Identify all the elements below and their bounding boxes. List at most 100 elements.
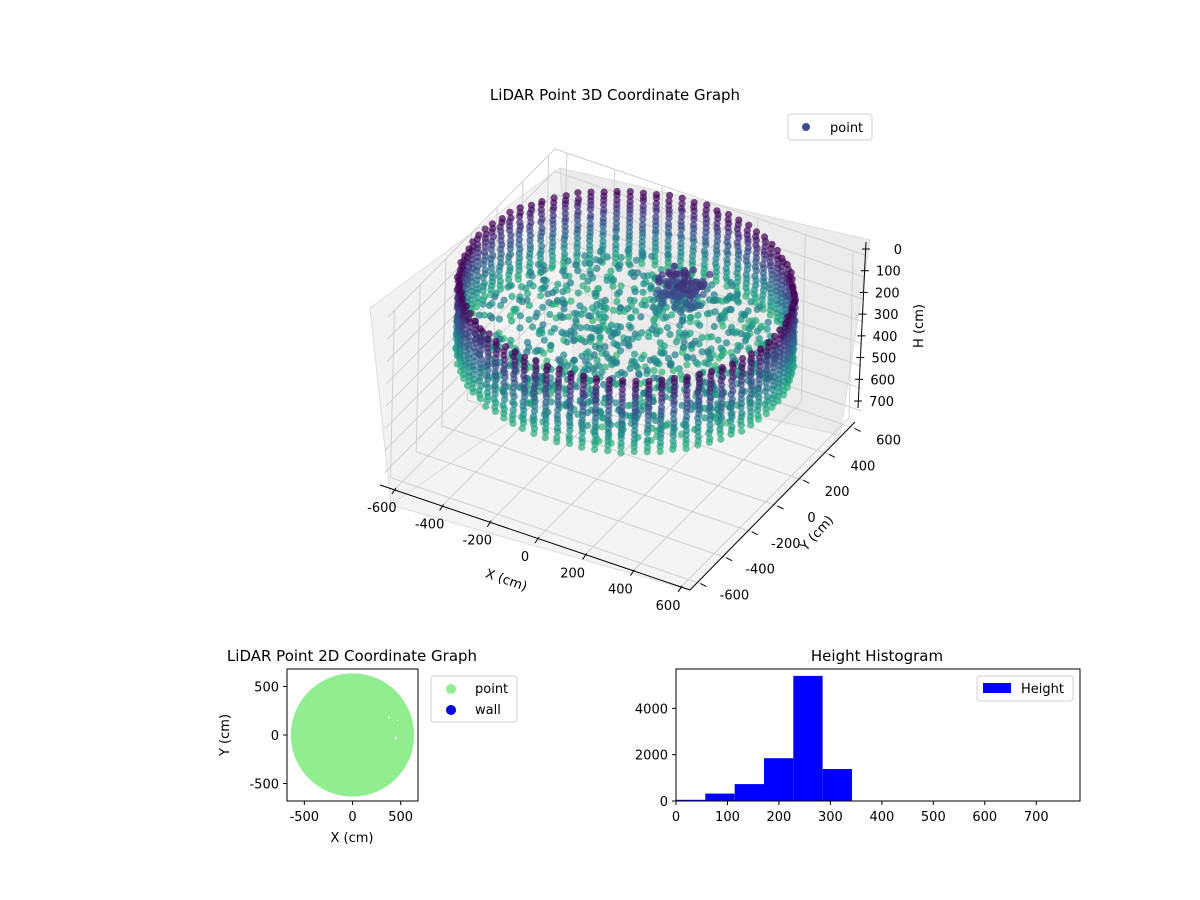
point-3d bbox=[600, 188, 608, 196]
point-3d bbox=[666, 360, 674, 368]
point-3d bbox=[626, 364, 634, 373]
grid-line-back-x bbox=[705, 201, 711, 370]
point-3d bbox=[678, 194, 686, 202]
point-3d bbox=[532, 357, 540, 365]
point-3d bbox=[550, 194, 558, 202]
point-3d bbox=[769, 399, 778, 407]
point-3d bbox=[632, 377, 640, 385]
y-tick-label-hist: 4000 bbox=[635, 702, 668, 717]
point-3d bbox=[652, 204, 660, 212]
histogram-bar bbox=[734, 784, 764, 801]
point-3d bbox=[616, 347, 625, 355]
point-3d bbox=[733, 269, 741, 277]
point-3d bbox=[662, 313, 670, 321]
z-tick-label: 100 bbox=[876, 265, 901, 280]
point-3d bbox=[474, 272, 482, 280]
point-3d bbox=[566, 426, 574, 434]
x-tick-label-hist: 200 bbox=[767, 810, 792, 825]
point-3d bbox=[764, 361, 772, 369]
point-3d bbox=[612, 254, 620, 262]
point-3d bbox=[496, 277, 504, 285]
point-3d bbox=[781, 378, 789, 386]
point-3d bbox=[567, 297, 575, 305]
point-3d bbox=[741, 311, 749, 319]
point-3d bbox=[624, 402, 632, 410]
point-3d bbox=[723, 247, 731, 255]
point-3d bbox=[739, 369, 747, 377]
point-3d bbox=[699, 291, 707, 299]
point-3d bbox=[457, 258, 465, 267]
x-tick bbox=[486, 520, 492, 527]
point-3d bbox=[566, 279, 575, 287]
point-3d bbox=[526, 245, 535, 253]
point-3d bbox=[540, 336, 549, 344]
point-3d bbox=[639, 252, 647, 260]
point-3d bbox=[723, 256, 731, 264]
point-3d bbox=[683, 400, 691, 408]
point-3d bbox=[688, 257, 697, 265]
point-3d bbox=[706, 435, 714, 443]
y-tick bbox=[828, 453, 836, 458]
point-3d bbox=[599, 215, 608, 223]
histogram-bar bbox=[705, 793, 735, 801]
point-3d bbox=[776, 352, 784, 361]
point-3d bbox=[547, 398, 555, 406]
point-3d bbox=[549, 225, 557, 233]
point-3d bbox=[605, 380, 613, 388]
x-tick-label: 600 bbox=[656, 599, 681, 614]
point-3d bbox=[560, 305, 568, 313]
point-3d bbox=[545, 299, 553, 307]
point-3d bbox=[537, 236, 545, 245]
point-3d bbox=[738, 386, 746, 395]
point-3d bbox=[484, 335, 492, 343]
point-3d bbox=[578, 422, 586, 430]
point-3d bbox=[483, 344, 491, 352]
y-tick-label: -600 bbox=[720, 589, 750, 604]
point-3d bbox=[524, 290, 532, 298]
point-3d bbox=[579, 407, 587, 415]
legend-hist-swatch bbox=[983, 683, 1011, 693]
y-tick-label-2d: -500 bbox=[249, 778, 279, 793]
point-3d bbox=[604, 441, 612, 449]
point-3d bbox=[563, 338, 571, 346]
point-3d bbox=[520, 380, 528, 388]
point-3d bbox=[574, 289, 582, 297]
point-3d bbox=[553, 434, 561, 442]
point-3d bbox=[589, 365, 597, 373]
point-3d bbox=[617, 449, 625, 457]
point-3d bbox=[789, 283, 797, 291]
point-3d bbox=[743, 227, 751, 235]
point-3d bbox=[710, 291, 718, 299]
point-3d bbox=[554, 397, 562, 405]
point-3d bbox=[510, 305, 518, 314]
point-3d bbox=[500, 409, 508, 417]
point-3d bbox=[763, 384, 771, 392]
point-3d bbox=[631, 404, 639, 412]
point-3d bbox=[665, 270, 674, 278]
point-3d bbox=[526, 279, 534, 288]
point-3d bbox=[564, 257, 572, 265]
point-3d bbox=[516, 324, 524, 332]
point-3d bbox=[592, 375, 600, 383]
point-3d bbox=[489, 233, 497, 241]
point-3d bbox=[670, 378, 679, 386]
point-3d bbox=[491, 293, 499, 301]
point-3d bbox=[665, 214, 673, 222]
point-3d bbox=[675, 365, 683, 373]
point-3d bbox=[599, 318, 607, 326]
point-3d bbox=[747, 298, 755, 306]
point-3d bbox=[683, 413, 691, 421]
point-3d bbox=[465, 245, 473, 253]
point-3d bbox=[683, 386, 691, 394]
point-3d bbox=[657, 404, 666, 412]
point-3d bbox=[476, 351, 484, 359]
point-3d bbox=[763, 325, 771, 333]
point-3d bbox=[593, 327, 601, 335]
x-tick bbox=[629, 569, 635, 576]
point-3d bbox=[638, 238, 646, 246]
point-3d bbox=[704, 347, 712, 356]
point-3d bbox=[541, 425, 550, 433]
point-3d bbox=[591, 445, 599, 454]
point-3d bbox=[648, 325, 656, 333]
x-tick bbox=[677, 585, 683, 593]
